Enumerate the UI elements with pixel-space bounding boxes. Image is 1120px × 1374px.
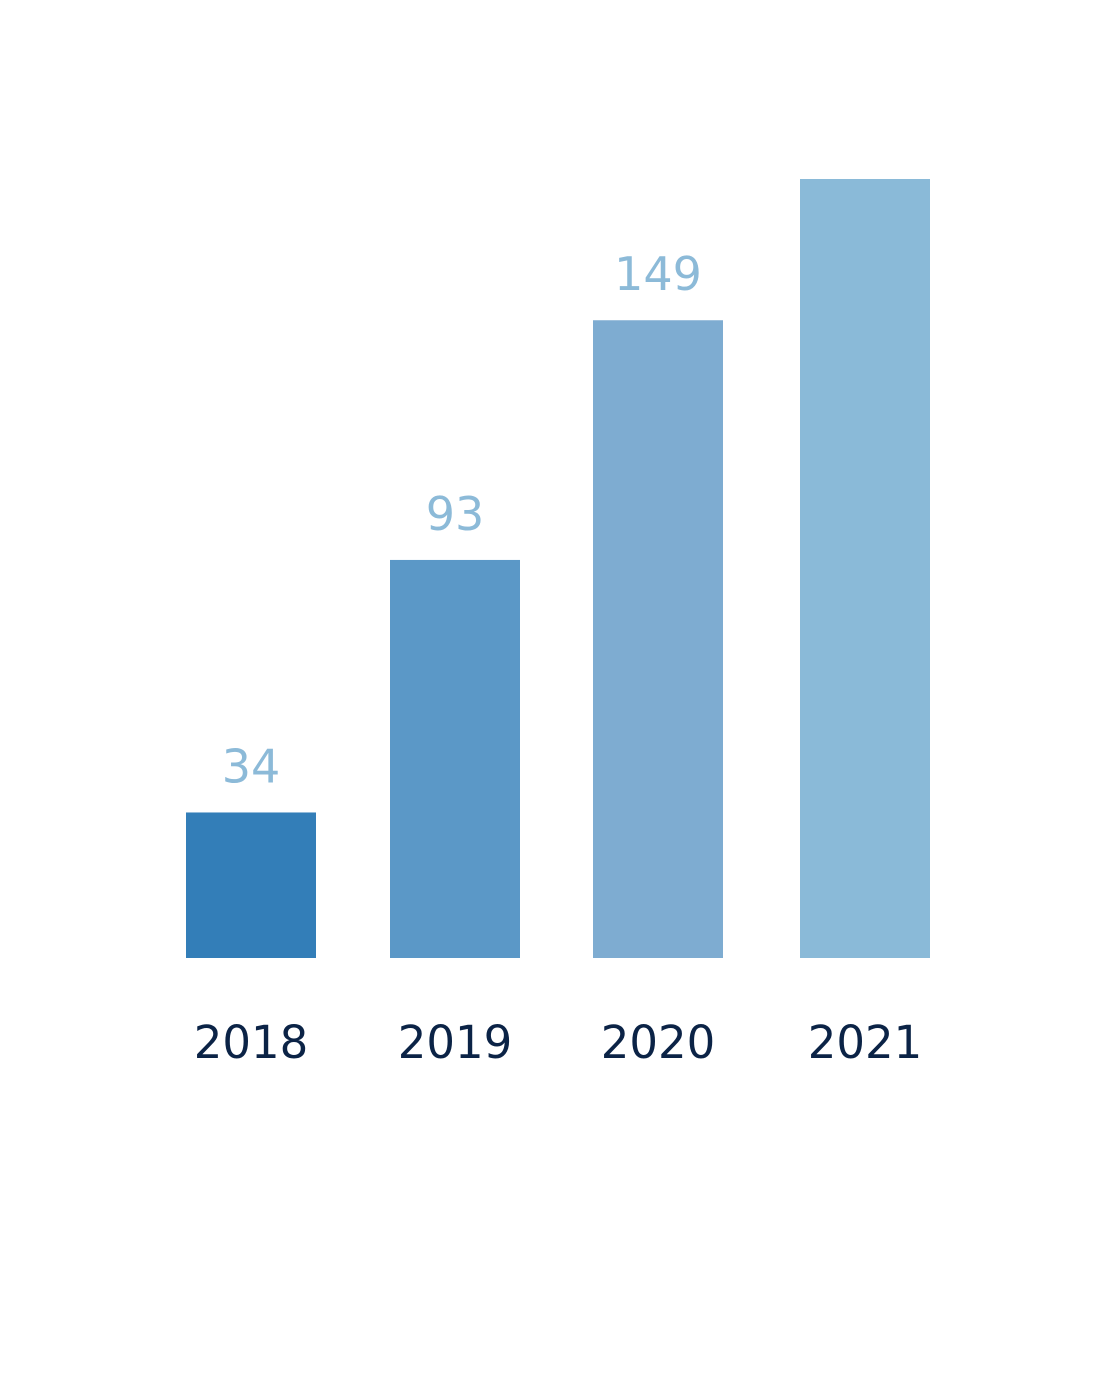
x-tick-label-2021: 2021 (808, 1016, 923, 1069)
bar-2018 (186, 812, 316, 958)
bar-2019 (390, 559, 520, 958)
x-tick-label-2018: 2018 (194, 1016, 309, 1069)
value-label-2020: 149 (614, 247, 702, 301)
bars-group (186, 179, 930, 958)
x-tick-label-2019: 2019 (398, 1016, 513, 1069)
value-label-2018: 34 (222, 739, 281, 793)
x-tick-labels-group: 2018 2019 2020 2021 (194, 1016, 923, 1069)
value-label-2019: 93 (426, 487, 485, 541)
value-labels-group: 34 93 149 (222, 247, 702, 793)
bar-2021 (800, 179, 930, 958)
bar-2020 (593, 320, 723, 958)
x-tick-label-2020: 2020 (601, 1016, 716, 1069)
